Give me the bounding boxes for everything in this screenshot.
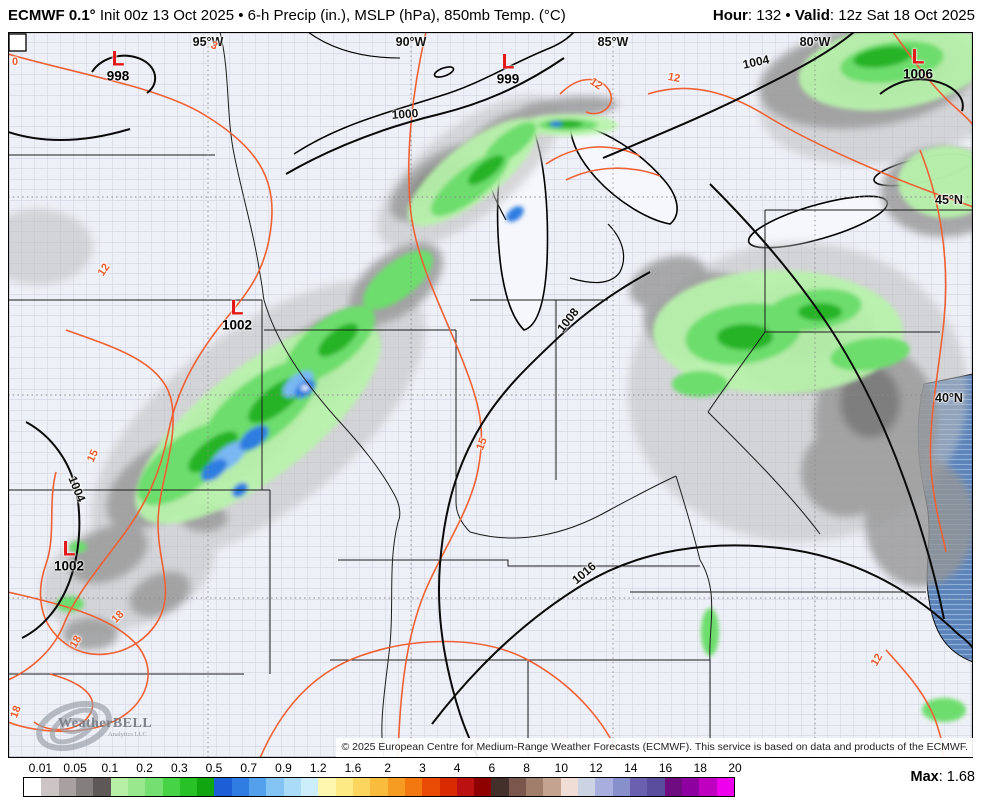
legend-cell [162, 778, 180, 796]
state-borders [8, 32, 973, 758]
map-corner-box [8, 33, 27, 52]
legend-tick: 0.5 [205, 761, 223, 775]
precip-shading [56, 32, 973, 722]
legend-cell [699, 778, 717, 796]
legend-cell [110, 778, 128, 796]
michigan-thumb [569, 223, 625, 284]
weatherbell-logo: WeatherBELL Analytics LLC [16, 698, 166, 754]
legend-tick: 0.05 [63, 761, 87, 775]
map-title: ECMWF 0.1° Init 00z 13 Oct 2025 • 6-h Pr… [8, 7, 566, 24]
legend-cell [681, 778, 700, 796]
legend-cell [595, 778, 613, 796]
legend-cell [127, 778, 146, 796]
legend-cell [716, 778, 734, 796]
legend-cell [214, 778, 232, 796]
legend-cell [578, 778, 596, 796]
legend-cell [404, 778, 423, 796]
model-params: Init 00z 13 Oct 2025 • 6-h Precip (in.),… [95, 7, 566, 24]
legend-cell [647, 778, 665, 796]
forecast-map: 95°W 90°W 85°W 80°W 45°N 40°N 1000 1004 1008 1016… [8, 32, 973, 758]
legend-tick: 4 [453, 761, 461, 775]
max-value: 1.68 [946, 769, 975, 785]
legend-cell [24, 778, 42, 796]
legend-cell [145, 778, 163, 796]
legend-cell [179, 778, 198, 796]
legend-cell [491, 778, 509, 796]
legend-cell [58, 778, 76, 796]
lake-superior-shore [293, 32, 575, 155]
valid-label: Valid [794, 7, 830, 24]
legend-tick: 0.9 [275, 761, 292, 775]
legend-cell [93, 778, 111, 796]
legend-cell [197, 778, 215, 796]
model-name: ECMWF 0.1° [8, 7, 96, 24]
legend-cell [456, 778, 475, 796]
map-border [8, 32, 973, 758]
legend-cell [560, 778, 578, 796]
legend-tick: 0.01 [28, 761, 53, 775]
legend-cell [370, 778, 388, 796]
legend-cell [335, 778, 353, 796]
legend-cell [629, 778, 648, 796]
legend-cell [664, 778, 682, 796]
legend-cell [612, 778, 630, 796]
legend-tick: 2 [384, 761, 392, 775]
precip-legend: 0.01 0.05 0.1 0.2 0.3 0.5 0.7 0.9 1.2 1.6 2 3 4 6 8 10 1… [0, 760, 984, 806]
legend-cell [352, 778, 371, 796]
legend-cell [301, 778, 319, 796]
graticule [8, 32, 973, 758]
legend-tick: 6 [488, 761, 496, 775]
legend-max: Max: 1.68 [910, 769, 975, 785]
legend-cell [508, 778, 527, 796]
legend-cell [526, 778, 544, 796]
hour-label: Hour [712, 7, 748, 24]
legend-tick: 10 [554, 761, 569, 775]
logo-swirl [36, 700, 112, 752]
valid-time: Hour: 132 • Valid: 12z Sat 18 Oct 2025 [712, 7, 975, 24]
title-bar: ECMWF 0.1° Init 00z 13 Oct 2025 • 6-h Pr… [0, 0, 984, 30]
map-canvas [8, 32, 973, 758]
logo-text: WeatherBELL [58, 716, 153, 731]
legend-tick: 18 [693, 761, 707, 775]
legend-cell [474, 778, 492, 796]
superior-north-shore [307, 32, 401, 59]
legend-tick: 1.6 [344, 761, 362, 775]
legend-cell [387, 778, 405, 796]
legend-tick: 0.2 [136, 761, 153, 775]
legend-cell [41, 778, 59, 796]
logo-subtext: Analytics LLC [108, 731, 147, 738]
legend-cell [318, 778, 336, 796]
pressure-contours [8, 32, 973, 758]
max-label: Max [910, 769, 939, 785]
legend-tick-labels: 0.01 0.05 0.1 0.2 0.3 0.5 0.7 0.9 1.2 1.6 2 3 4 6 8 10 1… [0, 761, 984, 775]
legend-cell [439, 778, 457, 796]
legend-tick: 0.3 [170, 761, 188, 775]
legend-tick: 0.1 [101, 761, 119, 775]
hour-value: 132 [756, 7, 782, 24]
legend-tick: 16 [658, 761, 673, 775]
legend-tick: 8 [523, 761, 530, 775]
legend-cell [231, 778, 250, 796]
legend-tick: 3 [419, 761, 426, 775]
island [433, 66, 455, 78]
legend-cell [543, 778, 561, 796]
legend-tick: 0.7 [240, 761, 258, 775]
legend-cell [283, 778, 301, 796]
legend-cell [422, 778, 440, 796]
legend-color-bar [23, 777, 735, 797]
copyright-notice: © 2025 European Centre for Medium-Range … [336, 738, 973, 757]
legend-tick: 12 [589, 761, 603, 775]
legend-tick: 20 [728, 761, 742, 775]
valid-value: 12z Sat 18 Oct 2025 [838, 7, 975, 24]
legend-tick: 14 [624, 761, 638, 775]
legend-cell [266, 778, 284, 796]
legend-cell [249, 778, 267, 796]
legend-cell [75, 778, 94, 796]
legend-tick: 1.2 [309, 761, 327, 775]
